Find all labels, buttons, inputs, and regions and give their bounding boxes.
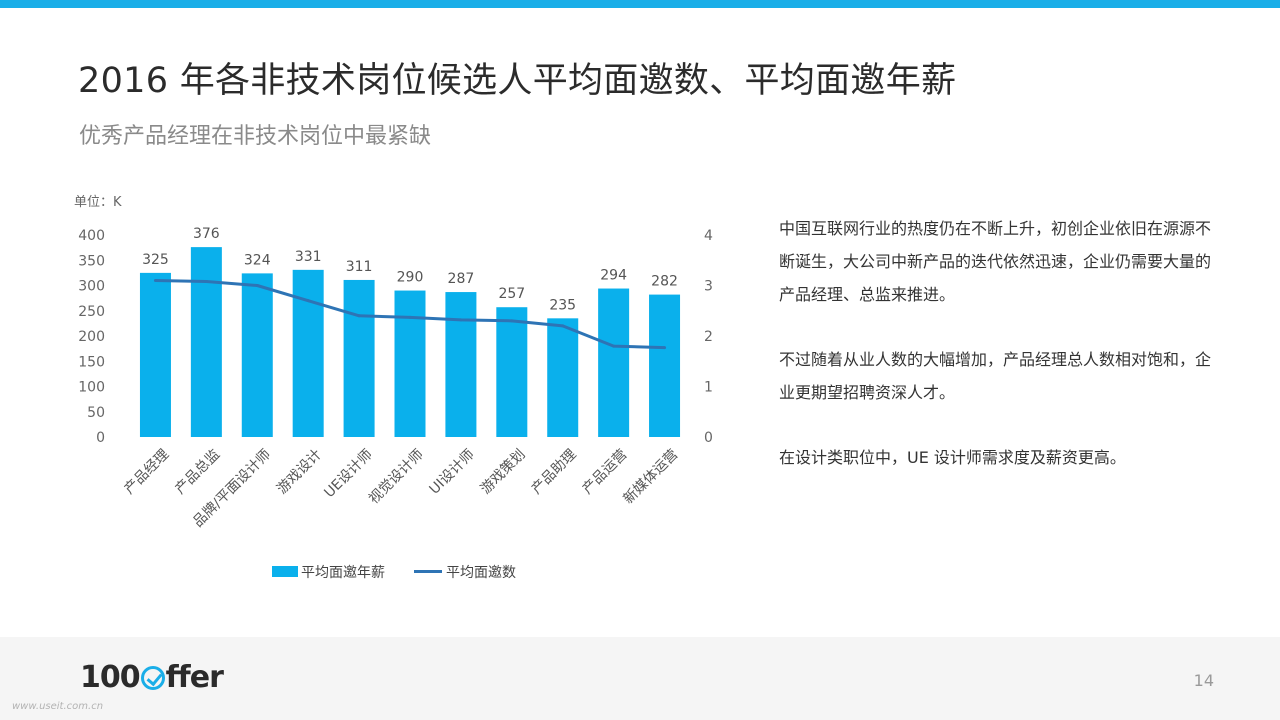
description-paragraph: 中国互联网行业的热度仍在不断上升，初创企业依旧在源源不断诞生，大公司中新产品的迭… [779, 219, 1212, 304]
bar-data-label: 325 [142, 252, 169, 268]
bar-data-label: 282 [651, 274, 678, 290]
line-series [153, 278, 667, 350]
line-point [153, 278, 157, 282]
x-tick-label: 产品运营 [580, 447, 631, 498]
y-right-tick-label: 1 [704, 380, 713, 396]
bar-data-label: 294 [600, 268, 627, 284]
legend-label-line: 平均面邀数 [446, 565, 516, 581]
y-right-tick-label: 2 [704, 329, 713, 345]
chart-legend: 平均面邀年薪 平均面邀数 [272, 565, 516, 581]
line-point [663, 346, 667, 350]
bar [547, 318, 579, 437]
y-left-tick-label: 50 [87, 405, 105, 421]
bar-series [139, 247, 681, 437]
y-left-tick-label: 400 [78, 228, 105, 244]
bar-data-label: 376 [193, 226, 220, 242]
bar-data-label: 324 [244, 252, 271, 268]
top-accent-stripe [0, 0, 1280, 8]
y-left-tick-label: 300 [78, 279, 105, 295]
line-point [357, 314, 361, 318]
legend-swatch-bar [272, 566, 298, 577]
y-left-tick-label: 250 [78, 304, 105, 320]
y-right-tick-label: 3 [704, 279, 713, 295]
bar-data-label: 257 [498, 286, 525, 302]
page-number: 14 [1193, 671, 1214, 690]
bar [598, 288, 630, 437]
y-left-tick-label: 350 [78, 253, 105, 269]
bar-data-label: 311 [346, 259, 373, 275]
page-subtitle: 优秀产品经理在非技术岗位中最紧缺 [79, 124, 432, 149]
left-axis-ticks: 0 50 100 150 200 250 300 350 400 [78, 228, 105, 446]
line-point [561, 324, 565, 328]
x-tick-label: 新媒体运营 [621, 447, 682, 508]
logo-check-icon [140, 665, 165, 690]
x-tick-label: 产品助理 [529, 447, 580, 498]
logo-text-prefix: 100 [80, 660, 141, 695]
bar [445, 292, 477, 437]
line-point [204, 279, 208, 283]
right-axis-ticks: 0 1 2 3 4 [704, 228, 713, 446]
y-left-tick-label: 0 [96, 430, 105, 446]
line-point [510, 319, 514, 323]
line-point [255, 284, 259, 287]
footer: 100 ffer 14 www.useit.com.cn [0, 637, 1280, 720]
bar-data-label: 287 [448, 271, 475, 287]
bar-data-label: 235 [549, 297, 576, 313]
bar [139, 272, 171, 437]
bar-data-label: 331 [295, 249, 322, 265]
y-left-tick-label: 200 [78, 329, 105, 345]
y-left-tick-label: 150 [78, 354, 105, 370]
y-right-tick-label: 0 [704, 430, 713, 446]
bar-data-labels: 325 376 324 331 311 290 287 257 235 294 282 [142, 226, 678, 313]
bar-data-label: 290 [397, 270, 424, 286]
line-point [306, 299, 310, 303]
logo: 100 ffer [80, 660, 224, 695]
bar [190, 247, 222, 437]
x-tick-label: 游戏设计 [274, 447, 325, 498]
bar [343, 279, 375, 437]
description-paragraph: 在设计类职位中，UE 设计师需求度及薪资更高。 [779, 448, 1126, 467]
line-point [459, 318, 463, 322]
x-tick-label: UI设计师 [427, 447, 478, 498]
y-right-tick-label: 4 [704, 228, 713, 244]
logo-text-suffix: ffer [165, 660, 224, 695]
legend-label-bar: 平均面邀年薪 [301, 565, 385, 581]
bar [649, 294, 681, 437]
bar [241, 273, 273, 437]
bar [496, 307, 528, 437]
x-tick-label: 产品总监 [172, 447, 223, 498]
line-point [612, 344, 616, 348]
watermark: www.useit.com.cn [12, 701, 104, 712]
x-axis-labels: 产品经理 产品总监品牌/平面设计师 游戏设计UE设计师视觉设计师 UI设计师 游戏策划产… [121, 446, 681, 531]
x-tick-label: 产品经理 [121, 447, 172, 498]
y-left-tick-label: 100 [78, 380, 105, 396]
line-point [408, 315, 412, 319]
description: 中国互联网行业的热度仍在不断上升，初创企业依旧在源源不断诞生，大公司中新产品的迭… [779, 212, 1219, 506]
x-tick-label: UE设计师 [321, 447, 376, 502]
x-tick-label: 游戏策划 [477, 446, 529, 498]
x-tick-label: 视觉设计师 [366, 447, 427, 508]
page-title: 2016 年各非技术岗位候选人平均面邀数、平均面邀年薪 [78, 61, 957, 101]
unit-label: 单位：K [74, 195, 122, 210]
bar [292, 269, 324, 437]
description-paragraph: 不过随着从业人数的大幅增加，产品经理总人数相对饱和，企业更期望招聘资深人才。 [779, 350, 1212, 402]
bar [394, 290, 426, 437]
